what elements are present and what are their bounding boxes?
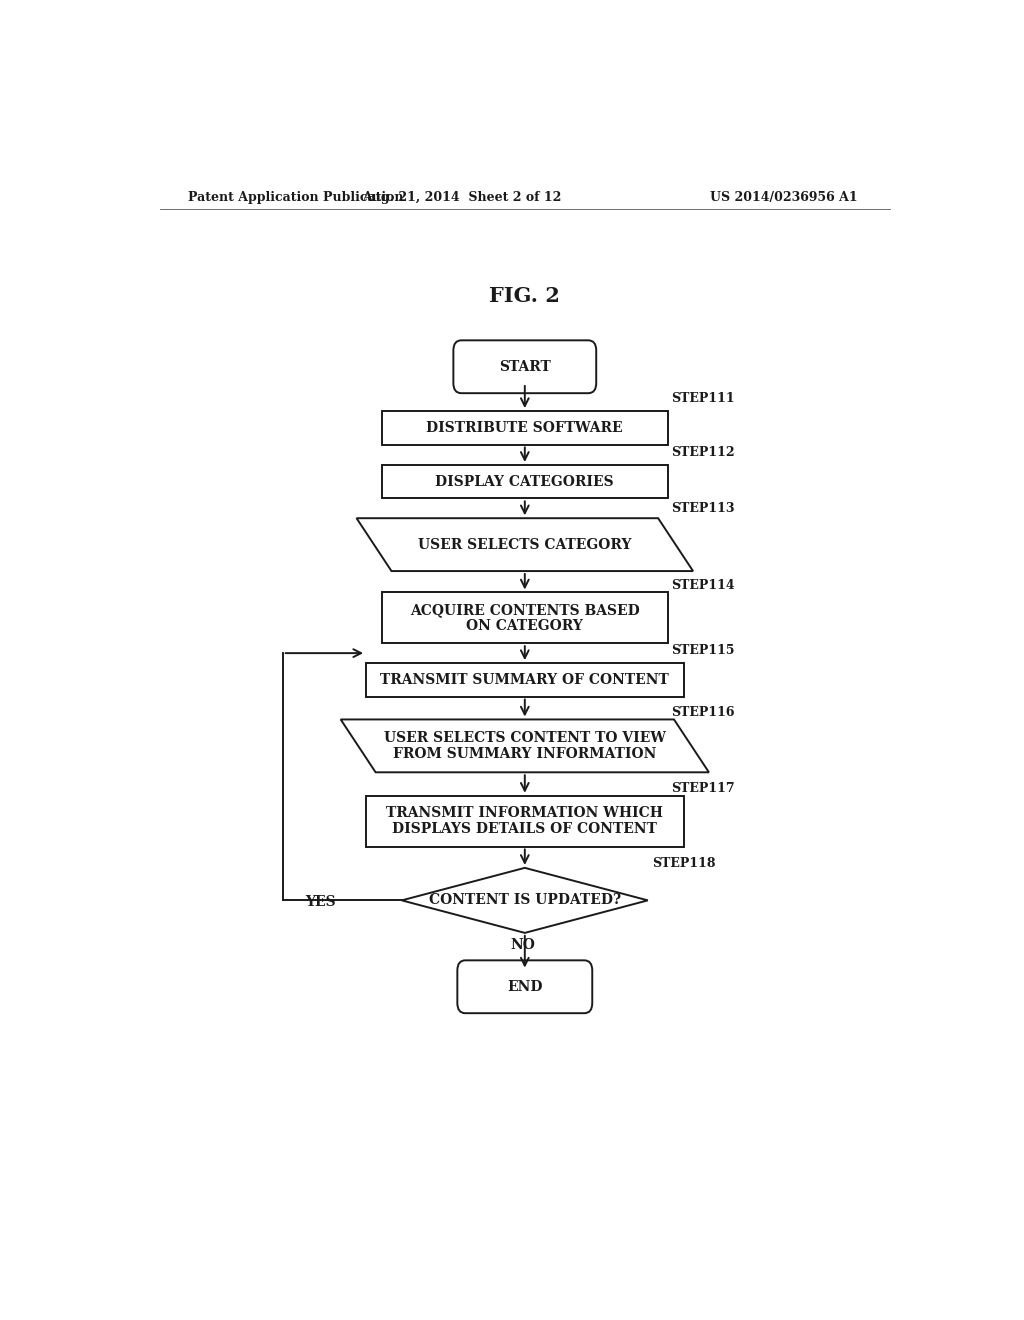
Bar <box>367 663 684 697</box>
Text: Aug. 21, 2014  Sheet 2 of 12: Aug. 21, 2014 Sheet 2 of 12 <box>361 190 561 203</box>
Text: USER SELECTS CONTENT TO VIEW
FROM SUMMARY INFORMATION: USER SELECTS CONTENT TO VIEW FROM SUMMAR… <box>384 731 666 760</box>
Text: STEP112: STEP112 <box>672 446 735 459</box>
Text: DISPLAY CATEGORIES: DISPLAY CATEGORIES <box>435 475 614 488</box>
Text: STEP117: STEP117 <box>672 781 735 795</box>
Bar <box>382 411 668 445</box>
Bar <box>382 465 668 499</box>
Polygon shape <box>341 719 709 772</box>
Text: ACQUIRE CONTENTS BASED
ON CATEGORY: ACQUIRE CONTENTS BASED ON CATEGORY <box>410 603 640 632</box>
Text: USER SELECTS CATEGORY: USER SELECTS CATEGORY <box>418 537 632 552</box>
Polygon shape <box>356 519 693 572</box>
Text: CONTENT IS UPDATED?: CONTENT IS UPDATED? <box>429 894 621 907</box>
Text: TRANSMIT SUMMARY OF CONTENT: TRANSMIT SUMMARY OF CONTENT <box>381 673 669 686</box>
Text: YES: YES <box>305 895 336 909</box>
Text: FIG. 2: FIG. 2 <box>489 285 560 306</box>
FancyBboxPatch shape <box>458 961 592 1014</box>
Text: STEP115: STEP115 <box>672 644 735 657</box>
Text: STEP116: STEP116 <box>672 706 735 719</box>
Text: DISTRIBUTE SOFTWARE: DISTRIBUTE SOFTWARE <box>426 421 624 434</box>
Text: NO: NO <box>510 939 535 952</box>
Text: STEP118: STEP118 <box>652 857 716 870</box>
Text: TRANSMIT INFORMATION WHICH
DISPLAYS DETAILS OF CONTENT: TRANSMIT INFORMATION WHICH DISPLAYS DETA… <box>386 807 664 836</box>
Text: US 2014/0236956 A1: US 2014/0236956 A1 <box>711 190 858 203</box>
FancyBboxPatch shape <box>454 341 596 393</box>
Text: END: END <box>507 979 543 994</box>
Text: START: START <box>499 360 551 374</box>
Polygon shape <box>401 867 648 933</box>
Text: Patent Application Publication: Patent Application Publication <box>187 190 403 203</box>
Text: STEP113: STEP113 <box>672 502 735 515</box>
Text: STEP111: STEP111 <box>672 392 735 405</box>
Bar <box>382 593 668 643</box>
Bar <box>367 796 684 846</box>
Text: STEP114: STEP114 <box>672 579 735 593</box>
